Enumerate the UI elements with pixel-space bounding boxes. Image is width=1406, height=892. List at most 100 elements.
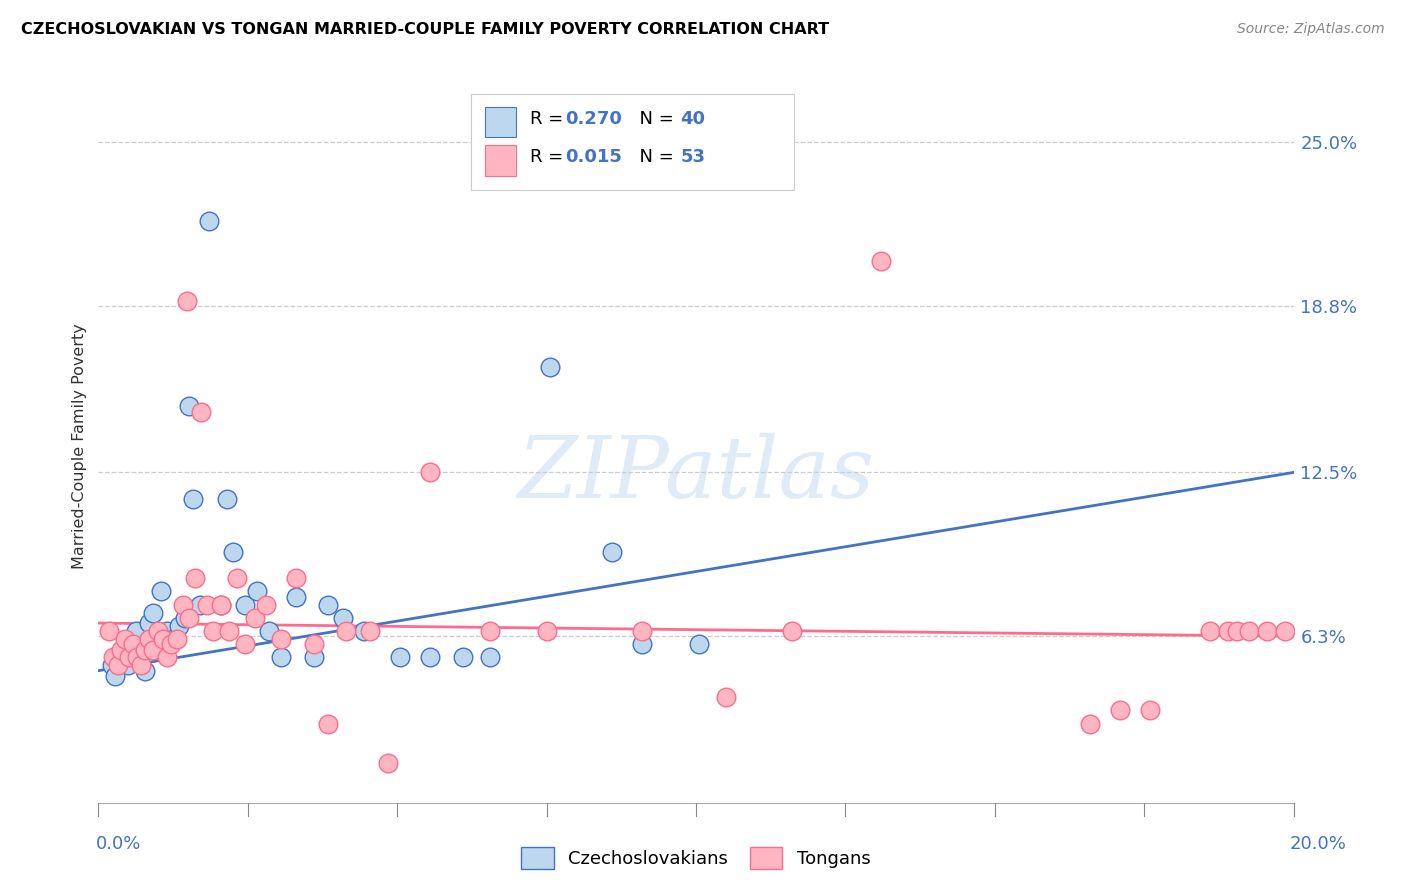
Point [318, 716, 340, 731]
Point [1256, 624, 1278, 638]
Point [215, 491, 238, 506]
Point [150, 584, 173, 599]
Point [419, 650, 441, 665]
Point [107, 658, 129, 673]
Point [478, 650, 501, 665]
Point [131, 658, 153, 673]
Text: 40: 40 [681, 110, 706, 128]
Text: 20.0%: 20.0% [1291, 835, 1347, 853]
Point [246, 584, 269, 599]
Point [138, 616, 160, 631]
Point [134, 642, 156, 657]
Point [100, 658, 122, 673]
Point [1216, 624, 1239, 638]
Point [377, 756, 399, 771]
Point [184, 571, 207, 585]
Y-axis label: Married-Couple Family Poverty: Married-Couple Family Poverty [72, 323, 87, 569]
Point [1199, 624, 1222, 638]
Point [257, 624, 280, 638]
Point [179, 400, 201, 414]
Point [1274, 624, 1296, 638]
Point [114, 632, 136, 646]
Point [134, 664, 156, 678]
Point [117, 658, 139, 673]
Point [222, 545, 245, 559]
Point [195, 598, 218, 612]
Point [335, 624, 357, 638]
Point [284, 571, 307, 585]
Point [284, 590, 307, 604]
Point [176, 293, 198, 308]
Point [209, 598, 232, 612]
Point [174, 611, 197, 625]
Point [233, 598, 256, 612]
Point [1237, 624, 1260, 638]
Point [179, 611, 201, 625]
Point [538, 359, 561, 374]
Point [631, 624, 654, 638]
Text: N =: N = [628, 148, 681, 166]
Point [156, 650, 179, 665]
Point [631, 637, 654, 651]
Text: 53: 53 [681, 148, 706, 166]
Point [1080, 716, 1102, 731]
Point [209, 598, 232, 612]
Point [118, 650, 141, 665]
Point [166, 632, 188, 646]
Point [98, 624, 121, 638]
Text: CZECHOSLOVAKIAN VS TONGAN MARRIED-COUPLE FAMILY POVERTY CORRELATION CHART: CZECHOSLOVAKIAN VS TONGAN MARRIED-COUPLE… [21, 22, 830, 37]
Point [148, 624, 170, 638]
Point [602, 545, 624, 559]
Point [103, 650, 125, 665]
Point [129, 650, 152, 665]
Point [714, 690, 737, 704]
Point [332, 611, 354, 625]
Point [270, 650, 292, 665]
Point [780, 624, 803, 638]
Point [243, 611, 266, 625]
Point [478, 624, 501, 638]
Point [451, 650, 474, 665]
Point [190, 404, 212, 418]
Point [127, 650, 149, 665]
Point [218, 624, 240, 638]
Point [202, 624, 225, 638]
Text: 0.015: 0.015 [565, 148, 621, 166]
Point [142, 606, 165, 620]
Point [870, 254, 893, 268]
Point [318, 598, 340, 612]
Point [302, 637, 325, 651]
Point [353, 624, 375, 638]
Point [188, 598, 211, 612]
Point [160, 637, 183, 651]
Text: R =: R = [530, 110, 569, 128]
Point [270, 632, 292, 646]
Point [142, 642, 165, 657]
Point [156, 624, 179, 638]
Text: 0.0%: 0.0% [96, 835, 141, 853]
Point [104, 669, 127, 683]
Point [181, 491, 204, 506]
Point [122, 637, 145, 651]
Point [389, 650, 412, 665]
Legend: Czechoslovakians, Tongans: Czechoslovakians, Tongans [515, 839, 877, 876]
Point [112, 642, 135, 657]
Point [226, 571, 249, 585]
Point [536, 624, 558, 638]
Point [688, 637, 710, 651]
Point [108, 650, 131, 665]
Point [254, 598, 277, 612]
Point [121, 632, 143, 646]
Point [1226, 624, 1249, 638]
Point [167, 618, 190, 632]
Text: Source: ZipAtlas.com: Source: ZipAtlas.com [1237, 22, 1385, 37]
Point [125, 624, 148, 638]
Point [198, 214, 221, 228]
Point [359, 624, 381, 638]
Point [1109, 703, 1132, 717]
Point [172, 598, 194, 612]
Text: ZIPatlas: ZIPatlas [517, 434, 875, 516]
Point [419, 466, 441, 480]
Text: R =: R = [530, 148, 569, 166]
Text: 0.270: 0.270 [565, 110, 621, 128]
